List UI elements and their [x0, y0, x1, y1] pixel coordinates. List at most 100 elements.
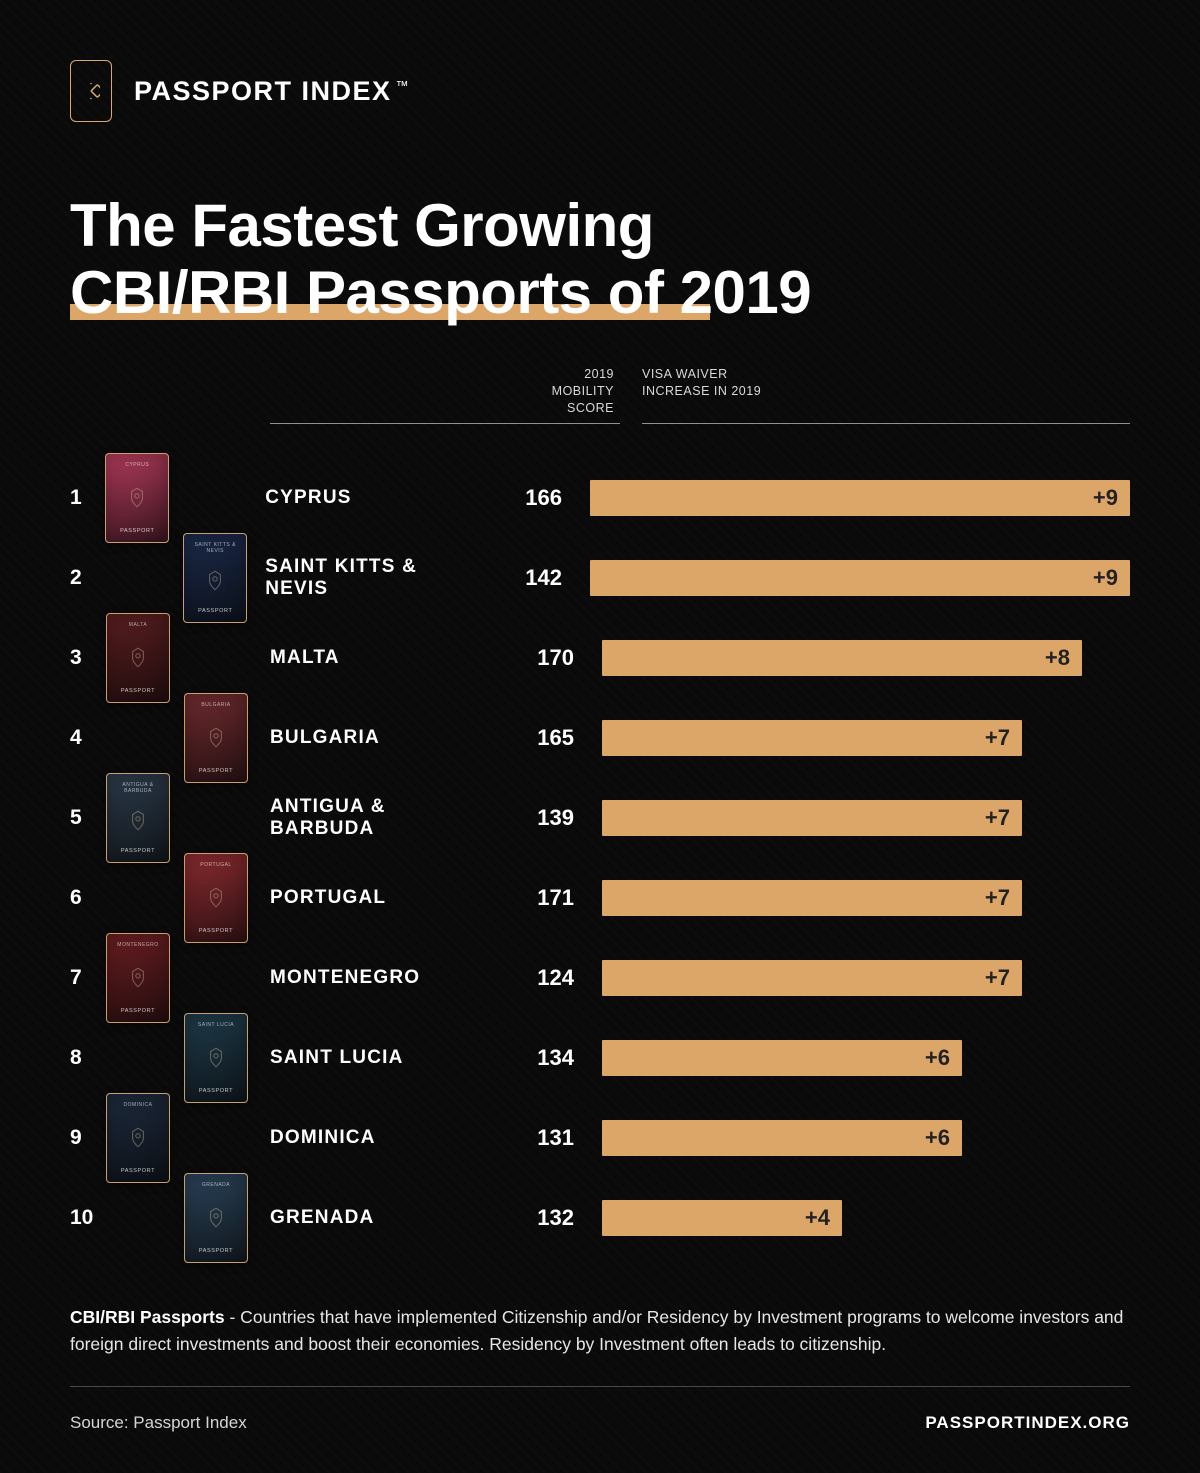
- trademark-icon: ™: [396, 78, 411, 93]
- increase-label: +9: [1093, 565, 1118, 591]
- rank-number: 5: [70, 806, 100, 830]
- passport-icon: GRENADA PASSPORT: [184, 1173, 248, 1263]
- increase-label: +7: [985, 885, 1010, 911]
- passport-zone: MALTA PASSPORT: [100, 618, 270, 698]
- bar-cell: +6: [580, 1120, 1130, 1156]
- increase-bar: +7: [602, 720, 1022, 756]
- increase-bar: +7: [602, 960, 1022, 996]
- country-name: MALTA: [270, 647, 490, 669]
- country-name: ANTIGUA & BARBUDA: [270, 796, 490, 840]
- mobility-score: 134: [490, 1045, 580, 1071]
- title-line-1: The Fastest Growing: [70, 192, 654, 259]
- site-url: PASSPORTINDEX.ORG: [925, 1413, 1130, 1433]
- table-row: 3MALTA PASSPORTMALTA170 +8: [70, 618, 1130, 698]
- country-name: SAINT LUCIA: [270, 1047, 490, 1069]
- mobility-score: 171: [490, 885, 580, 911]
- passport-icon: ANTIGUA & BARBUDA PASSPORT: [106, 773, 170, 863]
- increase-label: +7: [985, 965, 1010, 991]
- increase-bar: +4: [602, 1200, 842, 1236]
- table-row: 5ANTIGUA & BARBUDA PASSPORTANTIGUA & BAR…: [70, 778, 1130, 858]
- mobility-score: 170: [490, 645, 580, 671]
- country-name: DOMINICA: [270, 1127, 490, 1149]
- passport-icon: PORTUGAL PASSPORT: [184, 853, 248, 943]
- mobility-score: 139: [490, 805, 580, 831]
- passport-zone: DOMINICA PASSPORT: [100, 1098, 270, 1178]
- table-row: 1CYPRUS PASSPORTCYPRUS166 +9: [70, 458, 1130, 538]
- mobility-score: 124: [490, 965, 580, 991]
- increase-label: +6: [925, 1125, 950, 1151]
- passport-zone: SAINT LUCIA PASSPORT: [100, 1018, 270, 1098]
- brand-header: PASSPORT INDEX ™: [70, 60, 1130, 122]
- increase-bar: +8: [602, 640, 1082, 676]
- increase-label: +4: [805, 1205, 830, 1231]
- bar-cell: +9: [568, 560, 1130, 596]
- brand-text: PASSPORT INDEX: [134, 76, 392, 106]
- country-name: GRENADA: [270, 1207, 490, 1229]
- header-rules: [70, 423, 1130, 424]
- increase-label: +9: [1093, 485, 1118, 511]
- footer-row: Source: Passport Index PASSPORTINDEX.ORG: [70, 1413, 1130, 1433]
- footnote: CBI/RBI Passports - Countries that have …: [70, 1304, 1130, 1358]
- mobility-score: 142: [480, 565, 568, 591]
- mobility-score: 132: [490, 1205, 580, 1231]
- bar-cell: +7: [580, 800, 1130, 836]
- increase-bar: +9: [590, 560, 1130, 596]
- title-line-2: CBI/RBI Passports of 2019: [70, 259, 811, 326]
- country-name: CYPRUS: [265, 487, 480, 509]
- passport-icon: MONTENEGRO PASSPORT: [106, 933, 170, 1023]
- waiver-column-header: VISA WAIVER INCREASE IN 2019: [620, 366, 1130, 417]
- footnote-bold: CBI/RBI Passports: [70, 1307, 225, 1327]
- increase-label: +8: [1045, 645, 1070, 671]
- mobility-score: 131: [490, 1125, 580, 1151]
- bar-cell: +4: [580, 1200, 1130, 1236]
- score-column-header: 2019 MOBILITY SCORE: [530, 366, 620, 417]
- passport-zone: GRENADA PASSPORT: [100, 1178, 270, 1258]
- table-row: 6PORTUGAL PASSPORTPORTUGAL171 +7: [70, 858, 1130, 938]
- rank-number: 3: [70, 646, 100, 670]
- country-name: BULGARIA: [270, 727, 490, 749]
- passport-icon: DOMINICA PASSPORT: [106, 1093, 170, 1183]
- rank-number: 6: [70, 886, 100, 910]
- mobility-score: 166: [480, 485, 568, 511]
- increase-bar: +7: [602, 880, 1022, 916]
- passport-icon: SAINT KITTS & NEVIS PASSPORT: [183, 533, 247, 623]
- passport-zone: BULGARIA PASSPORT: [100, 698, 270, 778]
- footer-rule: [70, 1386, 1130, 1387]
- bar-cell: +7: [580, 960, 1130, 996]
- rank-number: 10: [70, 1206, 100, 1230]
- increase-bar: +6: [602, 1040, 962, 1076]
- passport-zone: SAINT KITTS & NEVIS PASSPORT: [99, 538, 265, 618]
- column-headers: 2019 MOBILITY SCORE VISA WAIVER INCREASE…: [70, 366, 1130, 417]
- increase-label: +7: [985, 725, 1010, 751]
- rank-number: 2: [70, 566, 99, 590]
- bar-cell: +9: [568, 480, 1130, 516]
- table-row: 8SAINT LUCIA PASSPORTSAINT LUCIA134+6: [70, 1018, 1130, 1098]
- passport-zone: CYPRUS PASSPORT: [99, 458, 265, 538]
- brand-name: PASSPORT INDEX ™: [134, 76, 410, 107]
- table-row: 4BULGARIA PASSPORTBULGARIA165+7: [70, 698, 1130, 778]
- bar-cell: +6: [580, 1040, 1130, 1076]
- passport-icon: SAINT LUCIA PASSPORT: [184, 1013, 248, 1103]
- increase-label: +7: [985, 805, 1010, 831]
- passport-zone: MONTENEGRO PASSPORT: [100, 938, 270, 1018]
- bar-cell: +8: [580, 640, 1130, 676]
- table-row: 7MONTENEGRO PASSPORTMONTENEGRO124+7: [70, 938, 1130, 1018]
- passport-icon: CYPRUS PASSPORT: [105, 453, 169, 543]
- bar-cell: +7: [580, 720, 1130, 756]
- increase-bar: +7: [602, 800, 1022, 836]
- rank-number: 1: [70, 486, 99, 510]
- country-name: PORTUGAL: [270, 887, 490, 909]
- passport-icon: BULGARIA PASSPORT: [184, 693, 248, 783]
- increase-label: +6: [925, 1045, 950, 1071]
- source-label: Source: Passport Index: [70, 1413, 247, 1433]
- passport-icon: MALTA PASSPORT: [106, 613, 170, 703]
- table-row: 10GRENADA PASSPORTGRENADA132 +4: [70, 1178, 1130, 1258]
- passport-zone: PORTUGAL PASSPORT: [100, 858, 270, 938]
- country-name: MONTENEGRO: [270, 967, 490, 989]
- infographic-container: PASSPORT INDEX ™ The Fastest Growing CBI/…: [0, 0, 1200, 1473]
- footnote-text: - Countries that have implemented Citize…: [70, 1307, 1123, 1354]
- title-block: The Fastest Growing CBI/RBI Passports of…: [70, 192, 1130, 326]
- increase-bar: +6: [602, 1120, 962, 1156]
- table-row: 2SAINT KITTS & NEVIS PASSPORTSAINT KITTS…: [70, 538, 1130, 618]
- mobility-score: 165: [490, 725, 580, 751]
